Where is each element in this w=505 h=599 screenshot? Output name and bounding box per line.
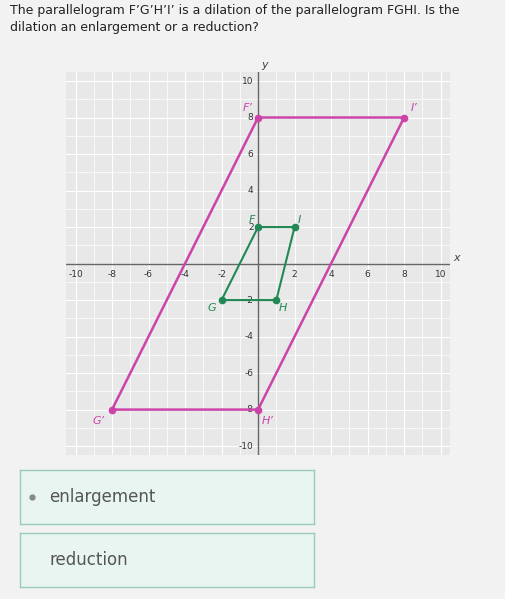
Text: 8: 8	[400, 270, 406, 279]
Text: -10: -10	[238, 441, 253, 450]
Text: y: y	[261, 59, 267, 69]
Text: -10: -10	[68, 270, 83, 279]
Text: G: G	[207, 303, 216, 313]
Text: -2: -2	[217, 270, 226, 279]
Text: 10: 10	[434, 270, 445, 279]
Text: -2: -2	[244, 295, 253, 304]
Text: -8: -8	[107, 270, 116, 279]
Text: 4: 4	[247, 186, 253, 195]
Text: enlargement: enlargement	[49, 488, 156, 506]
Text: reduction: reduction	[49, 551, 128, 569]
Text: -6: -6	[244, 368, 253, 377]
Text: -8: -8	[244, 405, 253, 414]
Text: -6: -6	[144, 270, 153, 279]
Text: 10: 10	[241, 77, 253, 86]
Text: -4: -4	[244, 332, 253, 341]
Text: H: H	[278, 303, 286, 313]
Text: 6: 6	[364, 270, 370, 279]
Text: G’: G’	[92, 416, 104, 425]
Text: 8: 8	[247, 113, 253, 122]
Text: 2: 2	[291, 270, 297, 279]
Text: x: x	[453, 253, 460, 263]
Text: F’: F’	[242, 104, 252, 113]
Text: The parallelogram F’G’H’I’ is a dilation of the parallelogram FGHI. Is the
dilat: The parallelogram F’G’H’I’ is a dilation…	[10, 4, 459, 34]
Text: 6: 6	[247, 150, 253, 159]
Text: -4: -4	[180, 270, 189, 279]
Text: I: I	[297, 215, 300, 225]
Text: F: F	[248, 215, 255, 225]
Text: 4: 4	[328, 270, 333, 279]
Text: I’: I’	[410, 104, 417, 113]
Text: 2: 2	[247, 223, 253, 232]
Text: H’: H’	[262, 416, 274, 425]
